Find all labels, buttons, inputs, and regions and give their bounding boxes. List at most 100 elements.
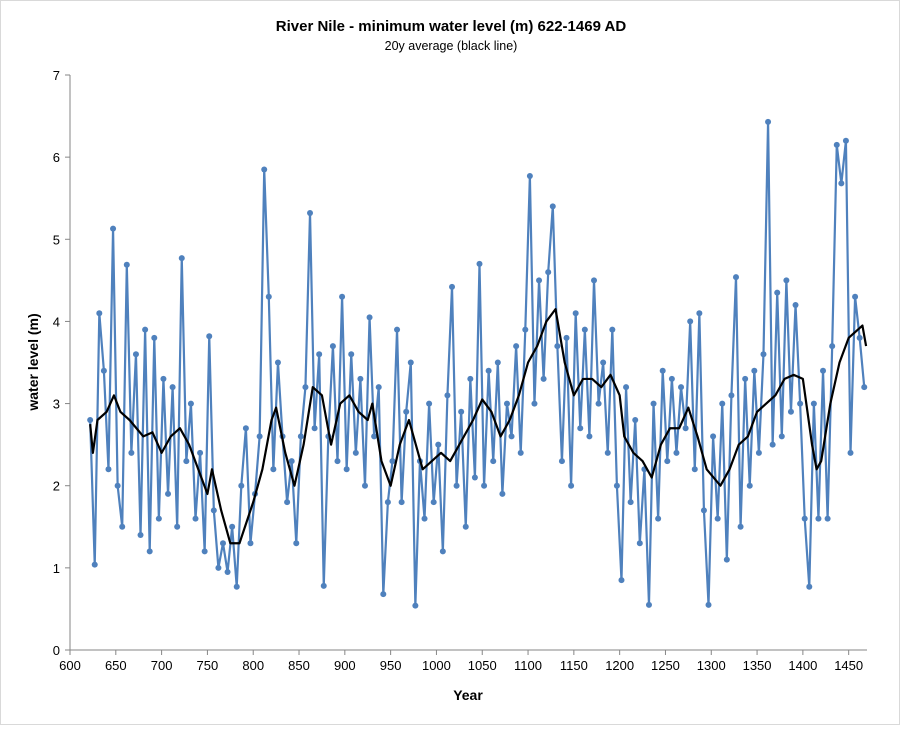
x-tick-label: 1450 [834, 658, 863, 673]
water-level-point [219, 540, 226, 547]
water-level-point [261, 166, 268, 173]
water-level-point [215, 564, 222, 571]
water-level-point [755, 449, 762, 456]
water-level-point [728, 392, 735, 399]
water-level-point [348, 351, 355, 358]
water-level-point [307, 210, 314, 216]
x-tick-label: 750 [197, 658, 219, 673]
water-level-point [554, 343, 561, 350]
water-level-point [174, 523, 181, 530]
x-tick-label: 950 [380, 658, 402, 673]
water-level-point [540, 375, 547, 382]
water-level-point [696, 310, 703, 317]
water-level-point [187, 400, 194, 407]
water-level-point [760, 351, 767, 358]
water-level-point [778, 433, 785, 440]
x-tick-label: 1400 [788, 658, 817, 673]
water-level-point [627, 499, 634, 506]
water-level-point [645, 601, 652, 608]
x-tick-label: 800 [242, 658, 264, 673]
water-level-point [123, 261, 130, 268]
water-level-point [394, 326, 401, 333]
water-level-point [132, 351, 139, 358]
water-level-point [691, 466, 698, 473]
water-level-point [705, 601, 712, 608]
water-level-point [105, 466, 112, 473]
water-level-point [549, 203, 556, 210]
water-level-point [320, 582, 327, 589]
water-level-point [664, 458, 671, 465]
water-level-point [824, 515, 831, 522]
water-level-point [774, 289, 781, 296]
average-20y-line [89, 308, 868, 545]
water-level-point [719, 400, 726, 407]
water-level-point [737, 523, 744, 530]
water-level-point [421, 515, 428, 522]
water-level-point [682, 425, 689, 432]
water-level-point [485, 367, 492, 374]
water-level-point [334, 458, 341, 465]
y-tick-label: 3 [53, 397, 60, 412]
water-level-point [242, 425, 249, 432]
water-level-point [609, 326, 616, 333]
water-level-point [861, 384, 868, 391]
water-level-point [210, 507, 217, 514]
chart-title: River Nile - minimum water level (m) 622… [276, 18, 627, 35]
water-level-point [238, 482, 245, 489]
water-level-point [852, 293, 859, 300]
x-tick-label: 900 [334, 658, 356, 673]
water-level-point [229, 523, 236, 530]
water-level-point [476, 260, 483, 267]
water-level-point [536, 277, 543, 284]
water-level-point [508, 433, 515, 440]
water-level-point [591, 277, 598, 284]
water-level-point [783, 277, 790, 284]
x-tick-label: 1100 [514, 658, 542, 673]
water-level-point [659, 367, 666, 374]
water-level-point [526, 173, 533, 180]
water-level-point [274, 359, 281, 366]
water-level-point [723, 556, 730, 563]
water-level-point [343, 466, 350, 473]
water-level-point [604, 449, 611, 456]
water-level-point [503, 400, 510, 407]
water-level-point [329, 343, 336, 350]
water-level-point [462, 523, 469, 530]
water-level-point [856, 334, 863, 341]
water-level-point [700, 507, 707, 514]
y-axis-label: water level (m) [25, 313, 41, 411]
water-level-point [714, 515, 721, 522]
water-level-point [142, 326, 149, 333]
x-tick-label: 1150 [560, 658, 588, 673]
water-level-point [265, 293, 272, 300]
water-level-point [247, 540, 254, 547]
water-level-point [146, 548, 153, 555]
x-tick-label: 1200 [605, 658, 634, 673]
water-level-point [792, 302, 799, 308]
water-level-point [481, 482, 488, 489]
water-level-point [178, 255, 185, 262]
water-level-point [384, 499, 391, 506]
water-level-point [751, 367, 758, 374]
water-level-point [838, 180, 845, 187]
y-tick-label: 5 [53, 232, 60, 247]
water-level-point [801, 515, 808, 522]
water-level-point [371, 433, 378, 440]
x-tick-label: 1250 [651, 658, 680, 673]
water-level-point [380, 591, 387, 598]
water-level-point [655, 515, 662, 522]
water-level-point [426, 400, 433, 407]
water-level-point [787, 408, 794, 415]
water-level-point [201, 548, 208, 555]
water-level-point [366, 314, 373, 321]
water-level-point [678, 384, 685, 391]
water-level-point [407, 359, 414, 366]
water-level-point [769, 441, 776, 448]
water-level-point [183, 458, 190, 465]
water-level-point [545, 269, 552, 276]
water-level-point [288, 458, 295, 465]
water-level-point [352, 449, 359, 456]
water-level-point [398, 499, 405, 506]
